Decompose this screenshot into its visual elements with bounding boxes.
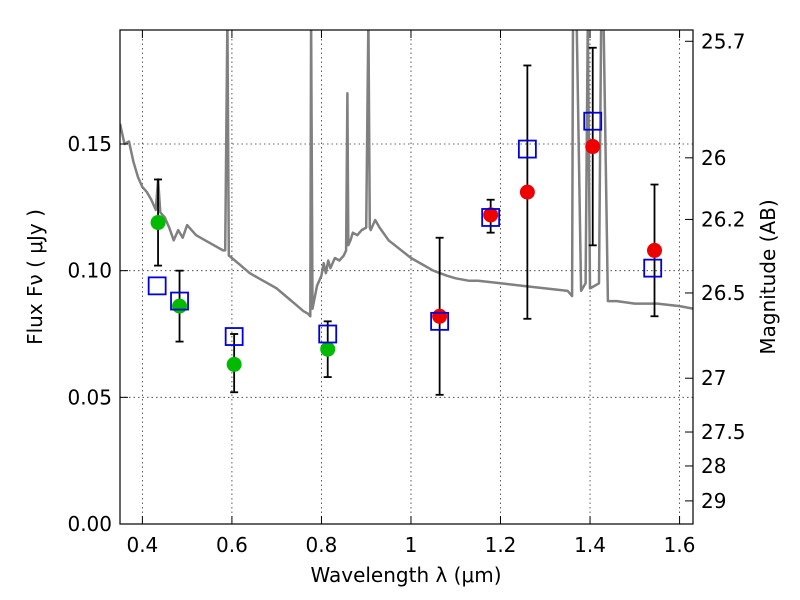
y-axis-label: Flux Fν ( μJy )	[23, 209, 47, 345]
marker-layer	[147, 111, 663, 372]
y2-tick-label: 26.2	[701, 207, 746, 231]
y2-tick-label: 27.5	[701, 420, 746, 444]
model-spectrum-layer	[120, 30, 693, 318]
model-photometry-square	[430, 311, 450, 331]
y2-tick-label: 26	[701, 146, 726, 170]
y2-axis-label: Magnitude (AB)	[756, 199, 780, 354]
x-tick-label: 0.8	[306, 533, 338, 557]
x-tick-label: 1.6	[664, 533, 696, 557]
x-axis-label: Wavelength λ (μm)	[310, 563, 501, 587]
model-photometry-square	[147, 276, 167, 296]
data-point	[585, 139, 601, 155]
data-point	[320, 341, 336, 357]
y2-tick-label: 29	[701, 489, 726, 513]
y-tick-label: 0.15	[67, 132, 112, 156]
x-tick-label: 1	[405, 533, 418, 557]
y2-tick-label: 25.7	[701, 29, 746, 53]
data-point	[483, 207, 499, 223]
model-photometry-square	[643, 258, 663, 278]
data-point	[647, 242, 663, 258]
model-photometry-square	[481, 208, 501, 227]
model-photometry-square	[170, 291, 189, 311]
data-point	[432, 308, 448, 324]
y2-tick-label: 27	[701, 366, 726, 390]
y2-tick-label: 26.5	[701, 281, 746, 305]
plot-frame	[119, 29, 694, 525]
y-tick-label: 0.00	[67, 512, 112, 536]
model-photometry-square	[517, 139, 537, 159]
data-point	[519, 184, 535, 200]
data-point	[172, 298, 188, 314]
x-tick-label: 1.4	[574, 533, 606, 557]
tick-layer: 0.4 0.6 0.8 1 1.2 1.4 1.6 0.00 0.05 0.10 0.15 25.7 2…	[67, 29, 745, 557]
y2-tick-label: 28	[701, 454, 726, 478]
x-tick-label: 0.4	[126, 533, 158, 557]
x-tick-label: 1.2	[485, 533, 517, 557]
x-tick-label: 0.6	[216, 533, 248, 557]
model-photometry-square	[318, 324, 338, 344]
y-tick-label: 0.05	[67, 385, 112, 409]
model-photometry-square	[583, 111, 603, 131]
data-point	[226, 356, 242, 372]
y-tick-label: 0.10	[67, 259, 112, 283]
data-point	[150, 215, 166, 231]
model-photometry-square	[224, 327, 244, 346]
model-spectrum-line	[120, 30, 693, 318]
